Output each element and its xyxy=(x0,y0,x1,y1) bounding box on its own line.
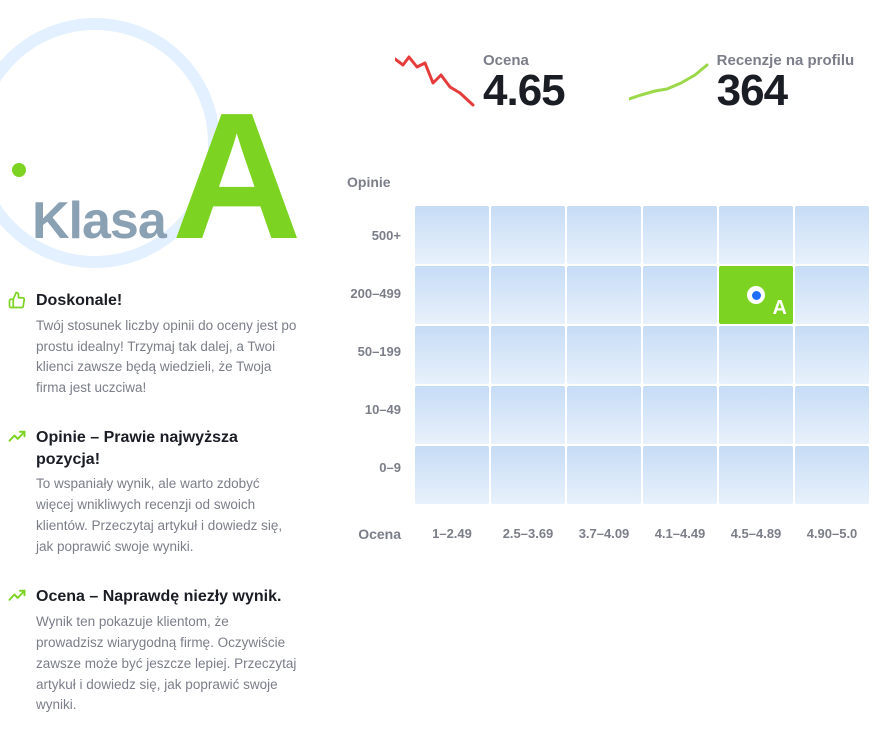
heatmap-cell xyxy=(567,206,641,264)
heatmap-marker-letter: A xyxy=(773,297,787,320)
heatmap-cell xyxy=(795,206,869,264)
heatmap-x-title: Ocena xyxy=(335,526,415,542)
insight-title: Ocena – Naprawdę niezły wynik. xyxy=(36,586,298,608)
metric-rating: Ocena 4.65 xyxy=(395,52,565,113)
grade-block: Klasa A xyxy=(12,100,294,253)
heatmap-cell xyxy=(795,386,869,444)
heatmap-cell xyxy=(719,386,793,444)
heatmap-cell xyxy=(795,326,869,384)
heatmap-cell xyxy=(795,266,869,324)
heatmap-cell xyxy=(795,446,869,504)
insight-item: Opinie – Prawie najwyższa pozycja!To wsp… xyxy=(8,427,298,558)
heatmap-cell xyxy=(415,206,489,264)
metrics-row: Ocena 4.65 Recenzje na profilu 364 xyxy=(395,52,895,113)
trend-icon xyxy=(8,428,36,558)
metric-reviews-value: 364 xyxy=(717,69,855,113)
heatmap-x-label: 4.1–4.49 xyxy=(643,526,717,542)
heatmap-cell xyxy=(719,206,793,264)
insight-item: Doskonale! Twój stosunek liczby opinii do… xyxy=(8,290,298,399)
heatmap-cell xyxy=(567,266,641,324)
spark-rating xyxy=(395,53,477,113)
insight-desc: Wynik ten pokazuje klientom, że prowadzi… xyxy=(36,612,298,717)
heatmap-cell xyxy=(415,386,489,444)
insight-desc: Twój stosunek liczby opinii do oceny jes… xyxy=(36,316,298,400)
heatmap-cell xyxy=(643,326,717,384)
insight-desc: To wspaniały wynik, ale warto zdobyć wię… xyxy=(36,474,298,558)
heatmap-cell xyxy=(643,446,717,504)
heatmap-y-label: 50–199 xyxy=(335,322,415,380)
insights-list: Doskonale! Twój stosunek liczby opinii do… xyxy=(8,290,298,744)
thumb-icon xyxy=(8,291,36,399)
heatmap-cell xyxy=(567,446,641,504)
heatmap-x-label: 4.5–4.89 xyxy=(719,526,793,542)
heatmap-y-label: 0–9 xyxy=(335,438,415,496)
heatmap-x-label: 3.7–4.09 xyxy=(567,526,641,542)
heatmap-x-label: 4.90–5.0 xyxy=(795,526,869,542)
heatmap-cell xyxy=(415,266,489,324)
heatmap-y-label: 500+ xyxy=(335,206,415,264)
heatmap-cell xyxy=(491,326,565,384)
spark-reviews xyxy=(629,53,711,113)
heatmap-cell xyxy=(567,386,641,444)
heatmap-cell xyxy=(491,206,565,264)
heatmap-cell xyxy=(643,386,717,444)
metric-rating-value: 4.65 xyxy=(483,69,565,113)
heatmap-x-label: 2.5–3.69 xyxy=(491,526,565,542)
heatmap-cell xyxy=(719,446,793,504)
heatmap-cell xyxy=(415,326,489,384)
heatmap-cell xyxy=(643,266,717,324)
grade-letter: A xyxy=(172,100,294,253)
heatmap-y-label: 10–49 xyxy=(335,380,415,438)
heatmap-cell xyxy=(415,446,489,504)
heatmap-marker xyxy=(747,286,765,304)
heatmap-x-labels: 1–2.492.5–3.693.7–4.094.1–4.494.5–4.894.… xyxy=(415,526,869,542)
heatmap: Opinie 500+200–49950–19910–490–9 A Ocena… xyxy=(335,174,895,542)
heatmap-cell xyxy=(491,266,565,324)
heatmap-y-labels: 500+200–49950–19910–490–9 xyxy=(335,206,415,504)
heatmap-cell: A xyxy=(719,266,793,324)
grade-prefix: Klasa xyxy=(32,191,166,251)
heatmap-cell xyxy=(491,386,565,444)
insight-title: Doskonale! xyxy=(36,290,298,312)
heatmap-cell xyxy=(719,326,793,384)
metric-reviews: Recenzje na profilu 364 xyxy=(629,52,855,113)
grade-dot xyxy=(12,163,26,177)
insight-title: Opinie – Prawie najwyższa pozycja! xyxy=(36,427,298,470)
heatmap-cell xyxy=(643,206,717,264)
heatmap-x-label: 1–2.49 xyxy=(415,526,489,542)
insight-item: Ocena – Naprawdę niezły wynik. Wynik ten … xyxy=(8,586,298,716)
heatmap-cell xyxy=(567,326,641,384)
heatmap-cells: A xyxy=(415,206,869,504)
heatmap-cell xyxy=(491,446,565,504)
heatmap-y-label: 200–499 xyxy=(335,264,415,322)
trend-icon xyxy=(8,587,36,716)
heatmap-y-title: Opinie xyxy=(347,174,895,190)
